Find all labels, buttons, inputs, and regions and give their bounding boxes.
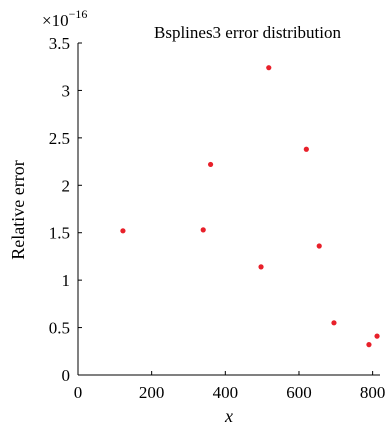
- x-tick-label: 0: [74, 383, 83, 402]
- y-tick-label: 1: [62, 271, 71, 290]
- y-tick-label: 1.5: [49, 224, 70, 243]
- data-point: [266, 65, 272, 71]
- y-tick-label: 3: [62, 81, 71, 100]
- data-point: [200, 227, 206, 233]
- y-tick-label: 2: [62, 176, 71, 195]
- data-points: [120, 65, 380, 348]
- y-tick-label: 2.5: [49, 129, 70, 148]
- data-point: [258, 264, 264, 270]
- y-tick-label: 0: [62, 366, 71, 385]
- chart-title: Bsplines3 error distribution: [154, 23, 341, 42]
- data-point: [316, 243, 322, 249]
- x-tick-label: 400: [213, 383, 239, 402]
- ticks: 0 200 400 600 800 0 0.5 1 1.5 2 2.5 3 3.5: [49, 34, 386, 402]
- data-point: [207, 161, 214, 168]
- x-axis-title: x: [224, 406, 233, 426]
- y-tick-label: 0.5: [49, 319, 70, 338]
- y-axis-title: Relative error: [8, 160, 28, 259]
- axes: [77, 43, 380, 376]
- x-tick-label: 200: [139, 383, 165, 402]
- data-point: [366, 342, 372, 348]
- x-tick-label: 600: [286, 383, 312, 402]
- y-scale-factor: ×10−16: [42, 7, 87, 30]
- data-point: [374, 333, 380, 339]
- data-point: [303, 146, 309, 152]
- y-scale-exponent: −16: [69, 7, 88, 21]
- y-tick-label: 3.5: [49, 34, 70, 53]
- x-tick-label: 800: [360, 383, 386, 402]
- data-point: [331, 320, 337, 326]
- y-scale-base: ×10: [42, 11, 69, 30]
- data-point: [120, 228, 126, 234]
